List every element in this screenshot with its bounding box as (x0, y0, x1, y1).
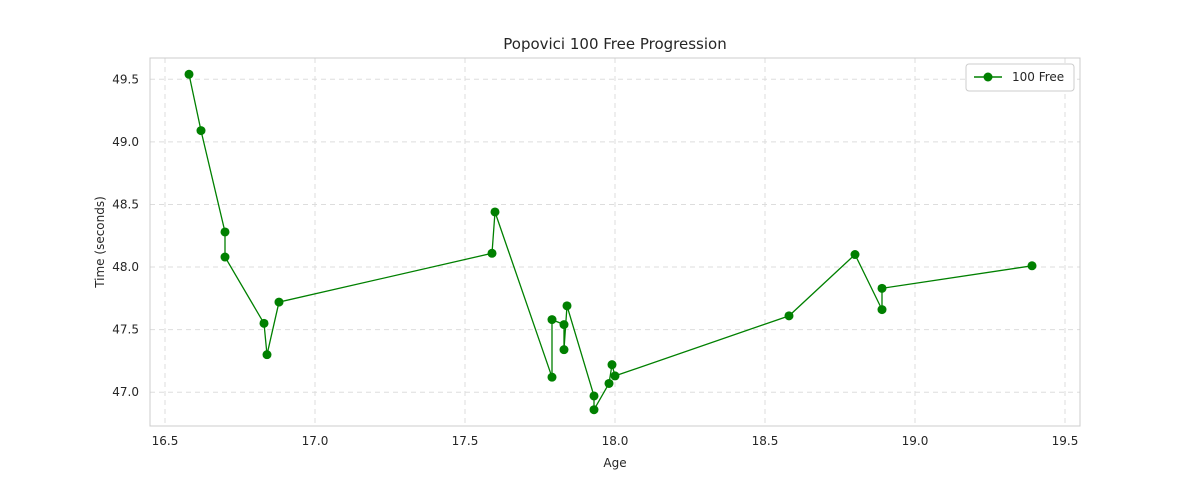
data-point (559, 345, 569, 355)
data-point (589, 405, 599, 415)
data-point (850, 250, 860, 260)
x-tick-label: 16.5 (152, 434, 179, 448)
data-point (877, 283, 887, 293)
plot-frame (149, 57, 1081, 427)
data-point (877, 305, 887, 315)
legend-box (965, 63, 1075, 92)
legend-marker (983, 72, 993, 82)
series-100-free (184, 69, 1037, 415)
y-axis: 47.0 47.5 48.0 48.5 49.0 49.5 (112, 72, 139, 399)
data-point (547, 372, 557, 382)
data-point (559, 320, 569, 330)
x-tick-label: 19.0 (902, 434, 929, 448)
data-point (220, 252, 230, 262)
data-point (259, 318, 269, 328)
series-line (188, 74, 1033, 413)
legend-label: 100 Free (1012, 70, 1064, 84)
x-axis: 16.5 17.0 17.5 18.0 18.5 19.0 19.5 (152, 434, 1079, 448)
data-point (487, 248, 497, 258)
y-tick-label: 47.5 (112, 323, 139, 337)
data-point (196, 126, 206, 136)
data-point (274, 297, 284, 307)
y-tick-label: 49.5 (112, 72, 139, 86)
data-point (562, 301, 572, 311)
x-tick-label: 19.5 (1052, 434, 1079, 448)
data-point (490, 207, 500, 217)
x-tick-label: 18.5 (752, 434, 779, 448)
data-point (610, 371, 620, 381)
data-point (262, 350, 272, 360)
x-tick-label: 17.0 (302, 434, 329, 448)
y-tick-label: 49.0 (112, 135, 139, 149)
y-axis-label: Time (seconds) (93, 196, 107, 289)
data-point (784, 311, 794, 321)
y-tick-label: 47.0 (112, 385, 139, 399)
data-point (220, 227, 230, 237)
legend: 100 Free (965, 63, 1075, 92)
x-tick-label: 18.0 (602, 434, 629, 448)
x-tick-label: 17.5 (452, 434, 479, 448)
data-point (589, 391, 599, 401)
x-axis-label: Age (603, 456, 626, 470)
data-point (604, 378, 614, 388)
data-point (1027, 261, 1037, 271)
data-point (184, 69, 194, 79)
y-tick-label: 48.0 (112, 260, 139, 274)
chart-title: Popovici 100 Free Progression (503, 35, 726, 53)
data-point (607, 360, 617, 370)
data-point (547, 315, 557, 325)
y-tick-label: 48.5 (112, 197, 139, 211)
